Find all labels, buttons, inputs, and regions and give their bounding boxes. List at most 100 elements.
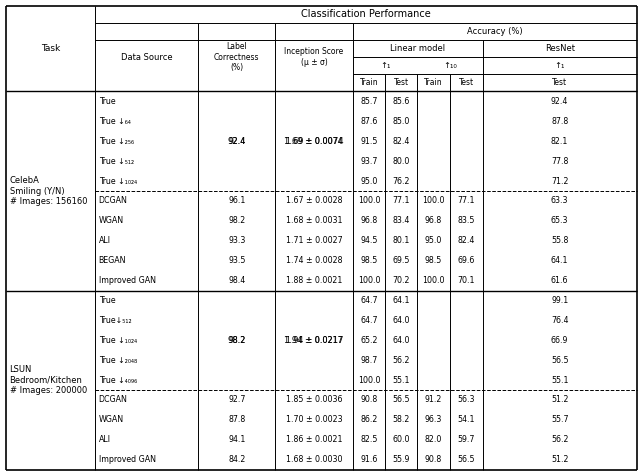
Text: 82.5: 82.5 bbox=[360, 435, 378, 444]
Text: 55.1: 55.1 bbox=[551, 376, 568, 385]
Text: ALI: ALI bbox=[99, 435, 111, 444]
Text: 87.8: 87.8 bbox=[551, 117, 568, 126]
Text: 64.7: 64.7 bbox=[360, 296, 378, 305]
Text: 1.88 ± 0.0021: 1.88 ± 0.0021 bbox=[285, 276, 342, 285]
Text: 1.74 ± 0.0028: 1.74 ± 0.0028 bbox=[285, 256, 342, 265]
Text: ALI: ALI bbox=[99, 236, 111, 245]
Text: 51.2: 51.2 bbox=[551, 455, 568, 464]
Text: 64.1: 64.1 bbox=[392, 296, 410, 305]
Text: 59.7: 59.7 bbox=[458, 435, 475, 444]
Text: 76.2: 76.2 bbox=[392, 177, 410, 185]
Text: Test: Test bbox=[459, 78, 474, 87]
Text: ↑₁: ↑₁ bbox=[380, 61, 390, 70]
Text: 90.8: 90.8 bbox=[425, 455, 442, 464]
Text: 85.7: 85.7 bbox=[360, 97, 378, 106]
Text: 56.2: 56.2 bbox=[392, 356, 410, 365]
Text: 1.68 ± 0.0031: 1.68 ± 0.0031 bbox=[285, 216, 342, 225]
Text: 80.0: 80.0 bbox=[392, 157, 410, 166]
Text: 100.0: 100.0 bbox=[358, 276, 380, 285]
Text: True: True bbox=[99, 296, 115, 305]
Text: 100.0: 100.0 bbox=[358, 376, 380, 385]
Text: 70.1: 70.1 bbox=[458, 276, 475, 285]
Text: True ↓₄₀₉₆: True ↓₄₀₉₆ bbox=[99, 376, 137, 385]
Text: True ↓₆₄: True ↓₆₄ bbox=[99, 117, 131, 126]
Text: 94.5: 94.5 bbox=[360, 236, 378, 245]
Text: 56.5: 56.5 bbox=[551, 356, 568, 365]
Text: Label
Correctness
(%): Label Correctness (%) bbox=[214, 42, 260, 72]
Text: 69.6: 69.6 bbox=[458, 256, 475, 265]
Text: Classification Performance: Classification Performance bbox=[301, 9, 431, 19]
Text: 100.0: 100.0 bbox=[358, 196, 380, 205]
Text: True ↓₁₀₂₄: True ↓₁₀₂₄ bbox=[99, 177, 137, 185]
Text: 80.1: 80.1 bbox=[392, 236, 410, 245]
Text: 86.2: 86.2 bbox=[360, 415, 378, 424]
Text: 55.7: 55.7 bbox=[551, 415, 568, 424]
Text: 54.1: 54.1 bbox=[458, 415, 475, 424]
Text: 100.0: 100.0 bbox=[422, 196, 445, 205]
Text: 56.5: 56.5 bbox=[392, 396, 410, 405]
Text: 82.0: 82.0 bbox=[425, 435, 442, 444]
Text: 92.4: 92.4 bbox=[228, 137, 246, 146]
Text: Improved GAN: Improved GAN bbox=[99, 276, 156, 285]
Text: 56.2: 56.2 bbox=[551, 435, 568, 444]
Text: 82.4: 82.4 bbox=[458, 236, 475, 245]
Text: 71.2: 71.2 bbox=[551, 177, 568, 185]
Text: 56.5: 56.5 bbox=[458, 455, 475, 464]
Text: 77.1: 77.1 bbox=[392, 196, 410, 205]
Text: 1.71 ± 0.0027: 1.71 ± 0.0027 bbox=[285, 236, 342, 245]
Text: 85.6: 85.6 bbox=[392, 97, 410, 106]
Text: 56.3: 56.3 bbox=[458, 396, 475, 405]
Text: 94.1: 94.1 bbox=[228, 435, 246, 444]
Text: 91.5: 91.5 bbox=[360, 137, 378, 146]
Text: 77.8: 77.8 bbox=[551, 157, 568, 166]
Text: 61.6: 61.6 bbox=[551, 276, 568, 285]
Text: 83.5: 83.5 bbox=[458, 216, 475, 225]
Text: 99.1: 99.1 bbox=[551, 296, 568, 305]
Text: Inception Score
(μ ± σ): Inception Score (μ ± σ) bbox=[284, 48, 344, 67]
Text: 96.1: 96.1 bbox=[228, 196, 246, 205]
Text: Accuracy (%): Accuracy (%) bbox=[467, 27, 522, 36]
Text: 96.3: 96.3 bbox=[425, 415, 442, 424]
Text: 64.0: 64.0 bbox=[392, 336, 410, 345]
Text: 87.6: 87.6 bbox=[360, 117, 378, 126]
Text: 98.2: 98.2 bbox=[228, 336, 246, 345]
Text: 92.4: 92.4 bbox=[228, 137, 246, 146]
Text: 96.8: 96.8 bbox=[360, 216, 378, 225]
Text: 55.1: 55.1 bbox=[392, 376, 410, 385]
Text: 1.86 ± 0.0021: 1.86 ± 0.0021 bbox=[285, 435, 342, 444]
Text: 98.4: 98.4 bbox=[228, 276, 245, 285]
Text: 98.2: 98.2 bbox=[228, 336, 245, 345]
Text: 85.0: 85.0 bbox=[392, 117, 410, 126]
Text: Linear model: Linear model bbox=[390, 44, 445, 53]
Text: 91.6: 91.6 bbox=[360, 455, 378, 464]
Text: Data Source: Data Source bbox=[121, 53, 172, 62]
Text: DCGAN: DCGAN bbox=[99, 396, 127, 405]
Text: Test: Test bbox=[394, 78, 409, 87]
Text: WGAN: WGAN bbox=[99, 415, 124, 424]
Text: 90.8: 90.8 bbox=[360, 396, 378, 405]
Text: True ↓₂₅₆: True ↓₂₅₆ bbox=[99, 137, 134, 146]
Text: 70.2: 70.2 bbox=[392, 276, 410, 285]
Text: 83.4: 83.4 bbox=[392, 216, 410, 225]
Text: 76.4: 76.4 bbox=[551, 316, 568, 325]
Text: 77.1: 77.1 bbox=[458, 196, 475, 205]
Text: 1.94 ± 0.0217: 1.94 ± 0.0217 bbox=[284, 336, 344, 345]
Text: True↓₅₁₂: True↓₅₁₂ bbox=[99, 316, 131, 325]
Text: 65.3: 65.3 bbox=[551, 216, 568, 225]
Text: 98.5: 98.5 bbox=[425, 256, 442, 265]
Text: 66.9: 66.9 bbox=[551, 336, 568, 345]
Text: WGAN: WGAN bbox=[99, 216, 124, 225]
Text: Train: Train bbox=[424, 78, 443, 87]
Text: 98.7: 98.7 bbox=[360, 356, 378, 365]
Text: 1.67 ± 0.0028: 1.67 ± 0.0028 bbox=[285, 196, 342, 205]
Text: 51.2: 51.2 bbox=[551, 396, 568, 405]
Text: 92.7: 92.7 bbox=[228, 396, 246, 405]
Text: 58.2: 58.2 bbox=[392, 415, 410, 424]
Text: True ↓₁₀₂₄: True ↓₁₀₂₄ bbox=[99, 336, 137, 345]
Text: DCGAN: DCGAN bbox=[99, 196, 127, 205]
Text: 87.8: 87.8 bbox=[228, 415, 245, 424]
Text: Task: Task bbox=[41, 44, 60, 53]
Text: 1.94 ± 0.0217: 1.94 ± 0.0217 bbox=[285, 336, 342, 345]
Text: 64.7: 64.7 bbox=[360, 316, 378, 325]
Text: 1.85 ± 0.0036: 1.85 ± 0.0036 bbox=[285, 396, 342, 405]
